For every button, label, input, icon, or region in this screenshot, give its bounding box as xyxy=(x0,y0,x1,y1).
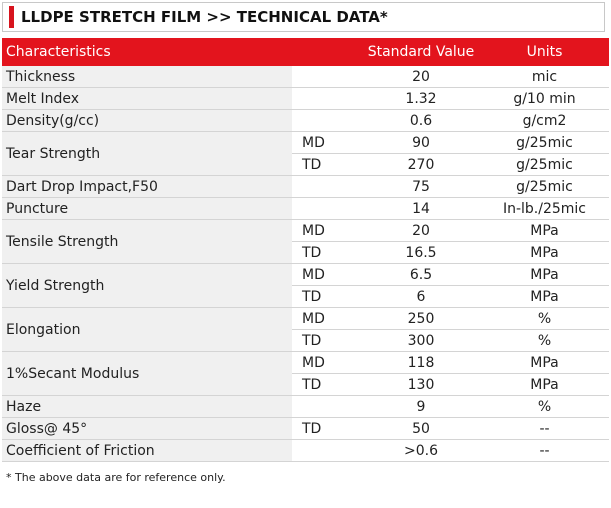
standard-value: 90 xyxy=(362,131,480,154)
standard-value: 1.32 xyxy=(362,87,480,110)
unit: MPa xyxy=(480,219,609,242)
table-row: TD 6 MPa xyxy=(2,285,609,308)
standard-value: 14 xyxy=(362,197,480,220)
standard-value: 16.5 xyxy=(362,241,480,264)
unit: MPa xyxy=(480,263,609,286)
unit: MPa xyxy=(480,241,609,264)
data-table: Characteristics Standard Value Units Thi… xyxy=(2,38,609,462)
characteristic: Haze xyxy=(2,395,292,418)
characteristic: 1%Secant Modulus xyxy=(2,351,292,396)
table-row: Elongation MD 250% xyxy=(2,307,609,352)
unit: -- xyxy=(480,439,609,462)
header-row: Characteristics Standard Value Units xyxy=(2,38,609,66)
characteristic: Tensile Strength xyxy=(2,219,292,264)
direction: TD xyxy=(292,153,362,176)
table-row: Density(g/cc) 0.6 g/cm2 xyxy=(2,109,609,132)
table-row: Tear Strength MD 90 g/25mic xyxy=(2,131,609,176)
direction: MD xyxy=(292,307,362,330)
table-row: TD 300% xyxy=(2,329,609,352)
direction: TD xyxy=(292,329,362,352)
title: LLDPE STRETCH FILM >> TECHNICAL DATA* xyxy=(21,8,388,26)
characteristic: Coefficient of Friction xyxy=(2,439,292,462)
direction xyxy=(292,66,362,88)
standard-value: >0.6 xyxy=(362,439,480,462)
table-row: Yield Strength MD 6.5 MPa xyxy=(2,263,609,308)
direction xyxy=(292,87,362,110)
direction xyxy=(292,395,362,418)
characteristic: Gloss@ 45° xyxy=(2,417,292,440)
standard-value: 118 xyxy=(362,351,480,374)
direction: TD xyxy=(292,373,362,396)
direction: MD xyxy=(292,219,362,242)
standard-value: 0.6 xyxy=(362,109,480,132)
unit: % xyxy=(480,395,609,418)
direction xyxy=(292,175,362,198)
table-row: Haze 9% xyxy=(2,395,609,418)
table-row: Thickness 20 mic xyxy=(2,66,609,88)
unit: In-lb./25mic xyxy=(480,197,609,220)
unit: g/25mic xyxy=(480,153,609,176)
table-row: Tensile Strength MD 20 MPa xyxy=(2,219,609,264)
direction xyxy=(292,109,362,132)
unit: MPa xyxy=(480,373,609,396)
standard-value: 300 xyxy=(362,329,480,352)
characteristic: Elongation xyxy=(2,307,292,352)
table-row: Dart Drop Impact,F50 75 g/25mic xyxy=(2,175,609,198)
direction: TD xyxy=(292,241,362,264)
characteristic: Yield Strength xyxy=(2,263,292,308)
direction: MD xyxy=(292,263,362,286)
title-box: LLDPE STRETCH FILM >> TECHNICAL DATA* xyxy=(2,2,605,32)
direction xyxy=(292,439,362,462)
unit: % xyxy=(480,329,609,352)
unit: mic xyxy=(480,66,609,88)
direction: MD xyxy=(292,351,362,374)
column-header: Units xyxy=(480,38,609,66)
column-header: Characteristics xyxy=(2,38,362,66)
characteristic: Melt Index xyxy=(2,87,292,110)
unit: g/cm2 xyxy=(480,109,609,132)
standard-value: 6.5 xyxy=(362,263,480,286)
standard-value: 20 xyxy=(362,66,480,88)
standard-value: 270 xyxy=(362,153,480,176)
standard-value: 9 xyxy=(362,395,480,418)
direction: TD xyxy=(292,417,362,440)
column-header: Standard Value xyxy=(362,38,480,66)
unit: g/25mic xyxy=(480,131,609,154)
table-body: Thickness 20 mic Melt Index 1.32 g/10 min Dens… xyxy=(2,66,609,462)
table-row: TD 130 MPa xyxy=(2,373,609,396)
unit: g/25mic xyxy=(480,175,609,198)
unit: MPa xyxy=(480,351,609,374)
standard-value: 50 xyxy=(362,417,480,440)
table-row: 1%Secant Modulus MD 118 MPa xyxy=(2,351,609,396)
unit: % xyxy=(480,307,609,330)
standard-value: 250 xyxy=(362,307,480,330)
table-row: TD 16.5 MPa xyxy=(2,241,609,264)
title-accent xyxy=(9,6,14,28)
footnote: * The above data are for reference only. xyxy=(6,471,226,484)
table-row: Melt Index 1.32 g/10 min xyxy=(2,87,609,110)
unit: g/10 min xyxy=(480,87,609,110)
characteristic: Density(g/cc) xyxy=(2,109,292,132)
table-row: Coefficient of Friction >0.6 -- xyxy=(2,439,609,462)
characteristic: Dart Drop Impact,F50 xyxy=(2,175,292,198)
standard-value: 130 xyxy=(362,373,480,396)
direction: TD xyxy=(292,285,362,308)
unit: -- xyxy=(480,417,609,440)
table-row: Puncture 14 In-lb./25mic xyxy=(2,197,609,220)
table-row: Gloss@ 45° TD 50 -- xyxy=(2,417,609,440)
characteristic: Thickness xyxy=(2,66,292,88)
characteristic: Tear Strength xyxy=(2,131,292,176)
standard-value: 20 xyxy=(362,219,480,242)
direction xyxy=(292,197,362,220)
table-row: TD 270 g/25mic xyxy=(2,153,609,176)
unit: MPa xyxy=(480,285,609,308)
standard-value: 75 xyxy=(362,175,480,198)
direction: MD xyxy=(292,131,362,154)
standard-value: 6 xyxy=(362,285,480,308)
characteristic: Puncture xyxy=(2,197,292,220)
